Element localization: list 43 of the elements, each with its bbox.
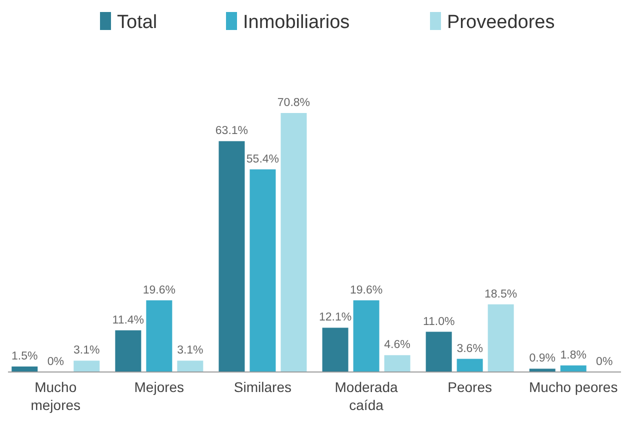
data-label: 0%	[596, 356, 613, 368]
bar	[488, 304, 514, 372]
bar	[74, 360, 100, 372]
data-label: 0.9%	[529, 352, 556, 365]
data-label: 55.4%	[246, 153, 280, 166]
bar	[115, 330, 142, 372]
bar	[353, 300, 380, 372]
data-label: 18.5%	[484, 288, 518, 300]
bar	[529, 368, 556, 372]
bar	[560, 365, 586, 372]
bar	[384, 355, 410, 372]
bar	[12, 366, 38, 372]
x-tick-label: Similares	[234, 379, 292, 395]
x-tick-label: Peores	[448, 379, 492, 395]
x-tick-label: Mucho peores	[529, 379, 618, 395]
data-label: 12.1%	[318, 312, 352, 324]
bar	[426, 332, 452, 372]
data-label: 3.1%	[74, 344, 100, 357]
x-tick-label: Mejores	[134, 379, 184, 395]
legend-label: Inmobiliarios	[243, 12, 350, 33]
bar	[322, 328, 348, 372]
bar	[177, 360, 204, 372]
x-tick-label: Mucho mejores	[30, 379, 81, 413]
data-label: 3.6%	[456, 342, 483, 355]
data-label: 1.5%	[12, 350, 38, 363]
bar	[218, 141, 245, 372]
data-label: 11.0%	[422, 316, 455, 328]
data-label: 11.4%	[112, 314, 144, 326]
bar	[250, 169, 276, 372]
data-label: 0%	[47, 356, 64, 368]
data-label: 63.1%	[215, 125, 248, 138]
data-label: 19.6%	[350, 284, 383, 296]
data-label: 19.6%	[142, 284, 176, 296]
x-tick-label: Moderada caída	[334, 379, 398, 413]
bar	[280, 113, 307, 372]
bar	[146, 300, 172, 372]
data-label: 70.8%	[277, 97, 310, 109]
legend-label: Proveedores	[447, 12, 555, 33]
data-label: 1.8%	[560, 349, 586, 362]
data-label: 4.6%	[384, 339, 410, 352]
bar	[456, 358, 483, 372]
legend-label: Total	[117, 12, 158, 33]
data-label: 3.1%	[177, 344, 204, 357]
